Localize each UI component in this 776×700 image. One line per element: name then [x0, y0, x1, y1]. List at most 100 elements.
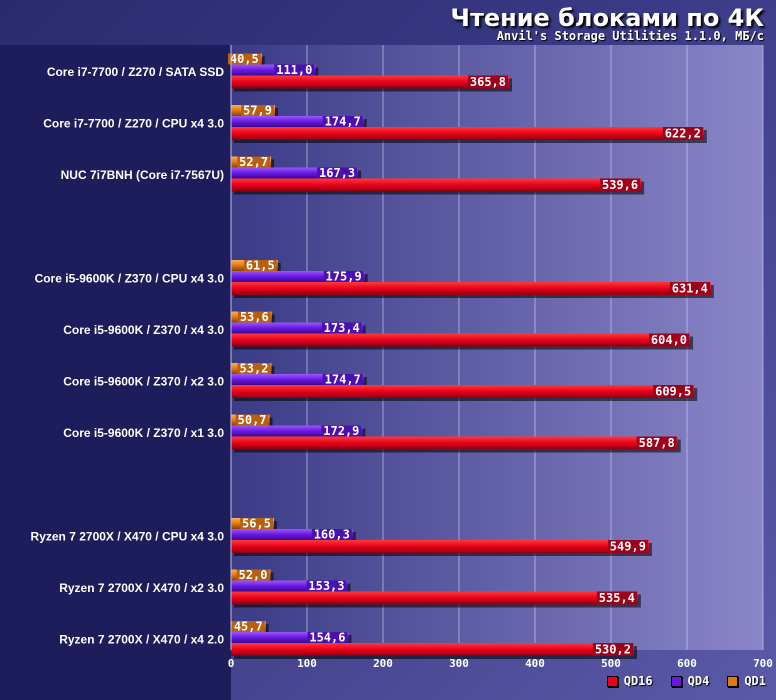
bar-value-bg: [596, 591, 637, 605]
category-label: NUC 7i7BNH (Core i7-7567U): [61, 168, 224, 182]
bar-qd16: [231, 540, 649, 553]
x-tick-label: 600: [677, 657, 697, 670]
category-label: Ryzen 7 2700X / X470 / CPU x4 3.0: [31, 530, 225, 544]
bar-qd16: [231, 127, 704, 140]
x-tick-label: 400: [525, 657, 545, 670]
bar-value-label-qd4: 153,3: [308, 579, 344, 593]
x-tick-label: 700: [753, 657, 773, 670]
category-label: Core i5-9600K / Z370 / x2 3.0: [63, 375, 224, 389]
bar-value-label-qd16: 609,5: [655, 385, 691, 399]
bar-qd4: [231, 271, 365, 282]
bar-value-bg: [235, 414, 269, 426]
bar-value-bg: [274, 64, 315, 76]
x-tick-label: 200: [373, 657, 393, 670]
bar-value-label-qd16: 530,2: [595, 643, 631, 657]
bar-value-bg: [322, 374, 363, 385]
category-label: Core i5-9600K / Z370 / CPU x4 3.0: [35, 272, 225, 286]
bar-value-label-qd1: 53,2: [240, 362, 269, 376]
bar-qd16: [231, 282, 711, 295]
legend-label-qd1: QD1: [744, 674, 766, 688]
legend-item-qd1: QD1: [727, 674, 766, 688]
x-tick-label: 500: [601, 657, 621, 670]
bar-series: 40,5 111,0 365,8 57,9 174,7 622,2 52,7 167,3 539…: [227, 52, 714, 659]
category-label: Core i5-9600K / Z370 / x1 3.0: [63, 426, 224, 440]
bar-qd16: [231, 333, 691, 347]
bar-value-bg: [306, 580, 347, 592]
bar-value-bg: [237, 311, 271, 323]
bar-value-label-qd1: 61,5: [246, 259, 275, 273]
bar-value-bg: [321, 425, 362, 437]
bar-value-bg: [322, 116, 363, 127]
bar-value-bg: [662, 127, 703, 140]
bar-value-bg: [231, 621, 265, 632]
bar-value-bg: [237, 363, 271, 374]
bar-value-bg: [323, 271, 364, 282]
bar-qd16: [231, 75, 510, 89]
bar-value-label-qd4: 174,7: [325, 115, 361, 129]
bar-qd4: [231, 580, 348, 592]
bar-value-label-qd16: 622,2: [665, 127, 701, 141]
bar-qd16: [231, 436, 678, 450]
bar-value-label-qd1: 52,7: [239, 155, 268, 169]
x-axis-ticks: 0 100 200 300 400 500 600 700: [228, 657, 773, 670]
bar-value-bg: [636, 436, 677, 450]
bar-value-label-qd16: 549,9: [610, 540, 646, 554]
bar-value-label-qd1: 53,6: [240, 310, 269, 324]
bar-value-label-qd16: 631,4: [672, 282, 708, 296]
legend-swatch-qd1: [727, 675, 739, 687]
bar-value-label-qd1: 52,0: [239, 568, 268, 582]
left-panel: [0, 45, 231, 700]
bar-value-label-qd4: 154,6: [309, 631, 345, 645]
bar-value-label-qd1: 57,9: [243, 104, 272, 118]
bar-value-bg: [241, 105, 275, 116]
bar-value-bg: [227, 53, 261, 65]
bar-value-label-qd4: 167,3: [319, 166, 355, 180]
bar-value-label-qd4: 172,9: [323, 424, 359, 438]
bar-qd4: [231, 374, 364, 385]
bar-value-bg: [649, 333, 690, 347]
bar-value-label-qd16: 535,4: [599, 591, 635, 605]
category-labels: Core i7-7700 / Z270 / SATA SSD Core i7-77…: [31, 65, 225, 647]
category-label: Core i7-7700 / Z270 / CPU x4 3.0: [43, 117, 224, 131]
x-tick-label: 100: [297, 657, 317, 670]
bar-value-label-qd16: 365,8: [470, 75, 506, 89]
bar-qd16: [231, 385, 695, 398]
x-tick-label: 0: [228, 657, 235, 670]
bar-qd16: [231, 643, 634, 656]
bar-qd16: [231, 591, 638, 605]
bar-value-bg: [311, 529, 352, 540]
bar-qd4: [231, 116, 364, 127]
bar-value-bg: [468, 75, 509, 89]
bar-value-bg: [236, 569, 270, 581]
bar-value-label-qd16: 604,0: [651, 333, 687, 347]
legend-item-qd4: QD4: [670, 674, 709, 688]
bar-value-label-qd1: 45,7: [234, 620, 263, 634]
bar-value-label-qd16: 587,8: [639, 436, 675, 450]
bar-qd4: [231, 632, 349, 643]
bar-value-label-qd4: 175,9: [326, 270, 362, 284]
legend-label-qd16: QD16: [623, 674, 653, 688]
x-tick-label: 300: [449, 657, 469, 670]
bar-value-bg: [307, 632, 348, 643]
bar-value-bg: [240, 518, 273, 529]
bar-value-label-qd4: 173,4: [324, 321, 360, 335]
bar-value-label-qd4: 160,3: [314, 528, 350, 542]
bar-value-bg: [607, 540, 648, 553]
bar-value-bg: [653, 385, 694, 398]
bar-qd4: [231, 64, 316, 76]
bar-value-label-qd16: 539,6: [602, 178, 638, 192]
category-label: Core i7-7700 / Z270 / SATA SSD: [47, 65, 225, 79]
bar-value-bg: [321, 322, 362, 334]
bar-value-label-qd1: 50,7: [238, 413, 267, 427]
legend-swatch-qd16: [606, 675, 618, 687]
bar-qd4: [231, 167, 359, 179]
bar-value-bg: [243, 260, 277, 271]
bar-value-label-qd1: 40,5: [230, 52, 259, 66]
category-label: Ryzen 7 2700X / X470 / x4 2.0: [59, 633, 224, 647]
bar-value-bg: [317, 167, 358, 179]
category-label: Ryzen 7 2700X / X470 / x2 3.0: [59, 581, 224, 595]
bar-qd4: [231, 322, 363, 334]
bar-value-label-qd4: 174,7: [325, 373, 361, 387]
category-label: Core i5-9600K / Z370 / x4 3.0: [63, 323, 224, 337]
bar-value-bg: [592, 643, 633, 656]
